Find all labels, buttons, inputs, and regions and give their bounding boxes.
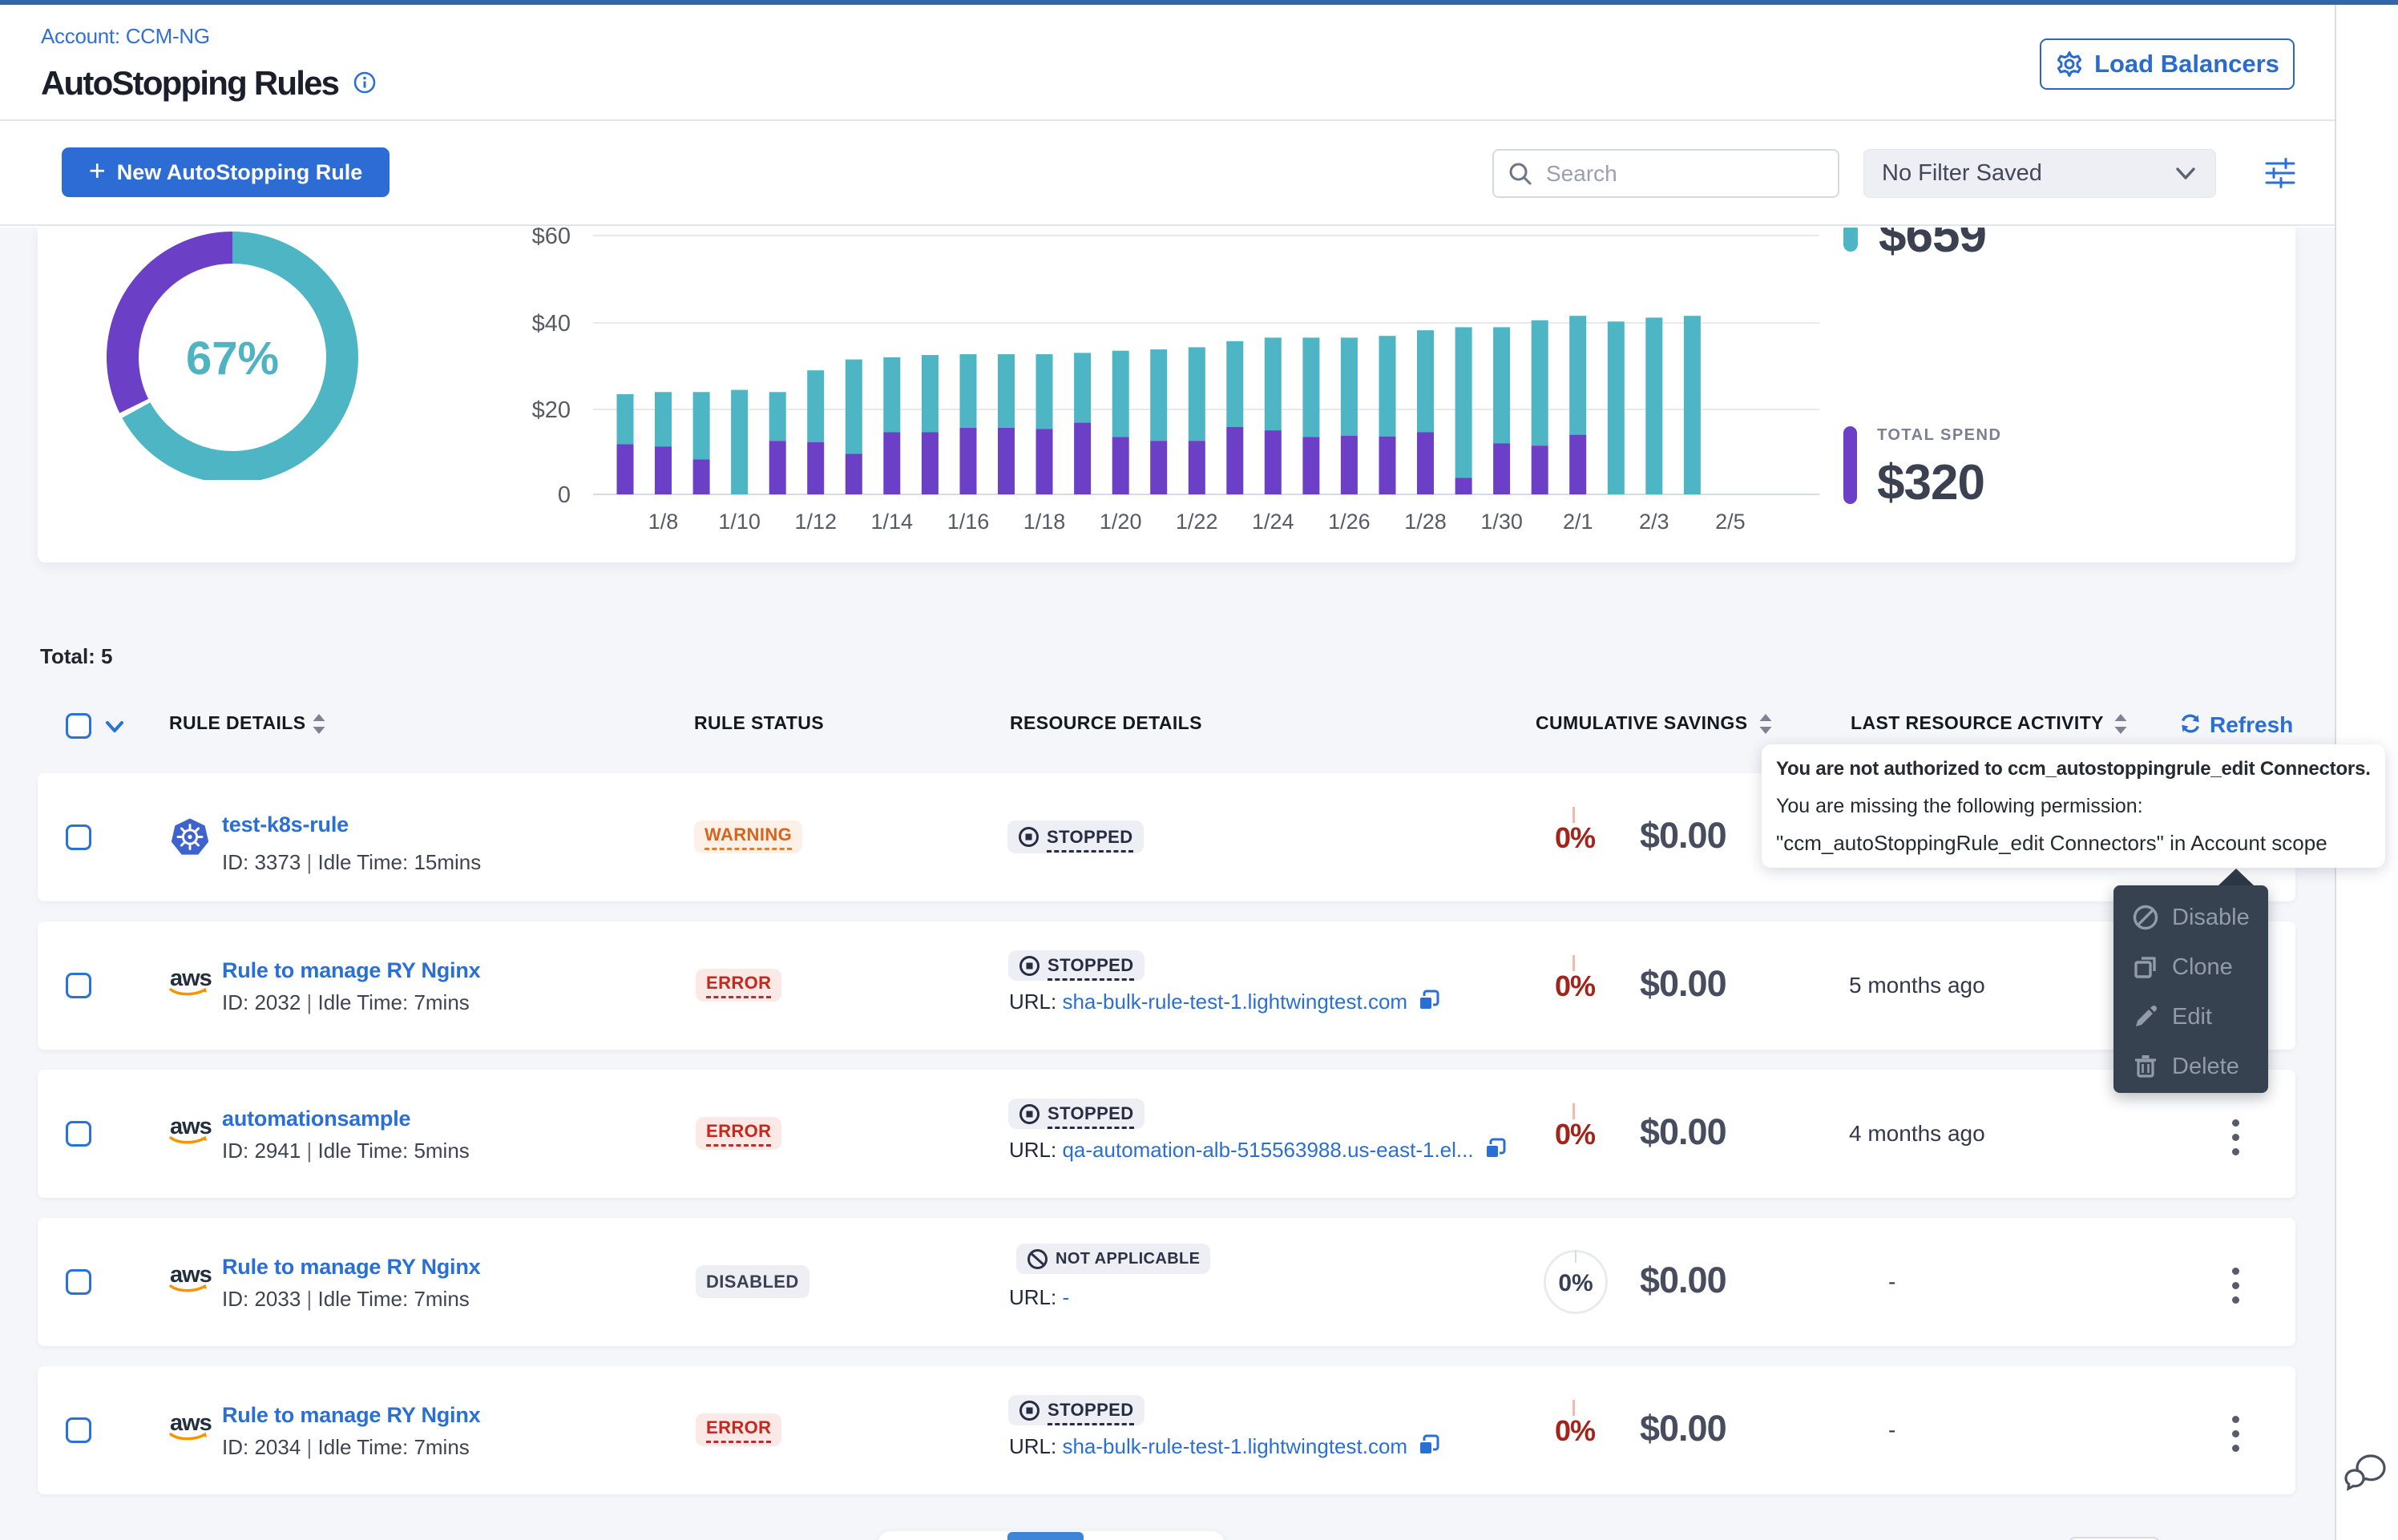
svg-text:1/18: 1/18 (1023, 510, 1066, 534)
svg-text:1/10: 1/10 (718, 510, 761, 534)
svg-text:1/12: 1/12 (795, 510, 838, 534)
svg-text:1/24: 1/24 (1252, 510, 1294, 534)
svg-text:1/26: 1/26 (1328, 510, 1371, 534)
svg-text:2/3: 2/3 (1639, 510, 1669, 534)
svg-text:1/30: 1/30 (1480, 510, 1523, 534)
svg-text:1/28: 1/28 (1404, 510, 1447, 534)
svg-text:$40: $40 (532, 311, 571, 337)
svg-text:2/1: 2/1 (1563, 510, 1593, 534)
svg-text:2/5: 2/5 (1715, 510, 1746, 534)
svg-text:1/16: 1/16 (947, 510, 990, 534)
svg-text:1/20: 1/20 (1100, 510, 1142, 534)
svg-text:$20: $20 (532, 397, 571, 423)
svg-text:1/14: 1/14 (871, 510, 914, 534)
svg-text:0: 0 (558, 482, 571, 508)
svg-text:1/22: 1/22 (1176, 510, 1218, 534)
svg-text:1/8: 1/8 (648, 510, 679, 534)
svg-text:$60: $60 (532, 228, 571, 249)
